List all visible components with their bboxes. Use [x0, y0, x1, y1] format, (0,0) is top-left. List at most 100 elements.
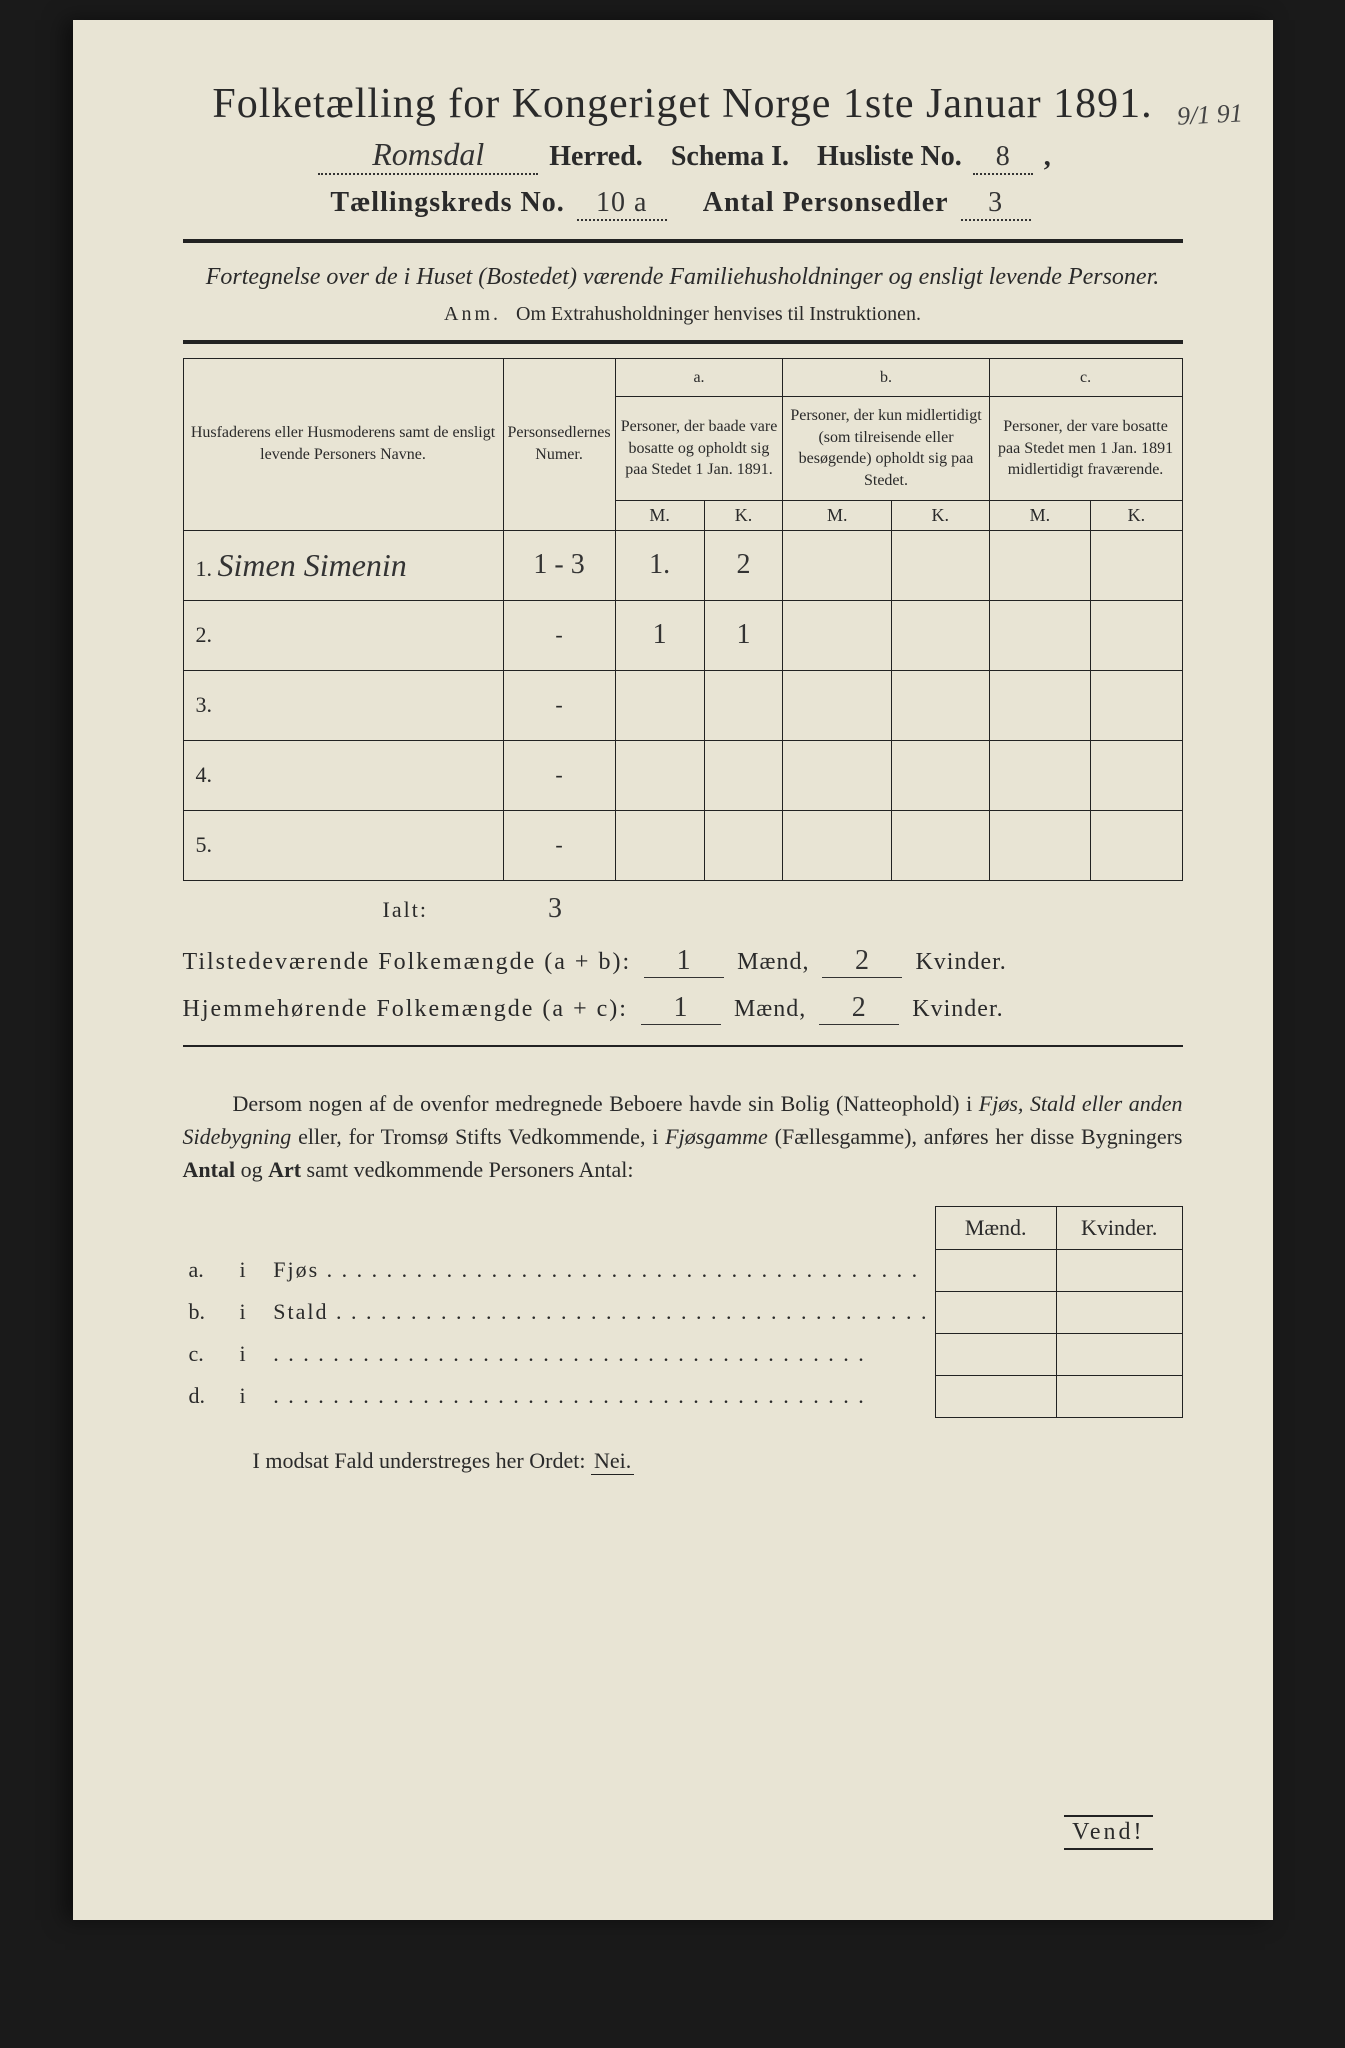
- summary-line-2: Hjemmehørende Folkemængde (a + c): 1 Mæn…: [183, 992, 1183, 1025]
- row-ak: 1: [704, 600, 783, 670]
- anm-label: Anm.: [444, 303, 501, 325]
- bt-k: [1056, 1375, 1182, 1417]
- ialt-label: Ialt:: [383, 897, 428, 922]
- building-row: a. i Fjøs . . . . . . . . . . . . . . . …: [183, 1249, 1183, 1291]
- col-b-text: Personer, der kun midlertidigt (som tilr…: [783, 397, 989, 500]
- schema-label: Schema I.: [671, 141, 789, 172]
- herred-label: Herred.: [549, 141, 643, 172]
- maend-label2: Mænd,: [734, 996, 806, 1022]
- footer-line: I modsat Fald understreges her Ordet: Ne…: [253, 1448, 1183, 1475]
- rule-3: [183, 1045, 1183, 1047]
- footer-nei: Nei.: [591, 1448, 634, 1475]
- bt-name: . . . . . . . . . . . . . . . . . . . . …: [267, 1375, 935, 1417]
- building-row: b. i Stald . . . . . . . . . . . . . . .…: [183, 1291, 1183, 1333]
- row-pnum: -: [503, 670, 615, 740]
- herred-value: Romsdal: [372, 136, 484, 172]
- row-ck: [1091, 810, 1182, 880]
- bt-lbl: c.: [183, 1333, 234, 1375]
- row-bk: [892, 600, 990, 670]
- row-cm: [989, 740, 1091, 810]
- header-line-3: Tællingskreds No. 10 a Antal Personsedle…: [183, 187, 1183, 221]
- row-ak: [704, 740, 783, 810]
- row-pnum: 1 - 3: [503, 530, 615, 600]
- row-ak: [704, 810, 783, 880]
- row-name: 5.: [183, 810, 503, 880]
- row-bk: [892, 740, 990, 810]
- table-row: 5. -: [183, 810, 1182, 880]
- table-row: 4. -: [183, 740, 1182, 810]
- row-am: 1: [615, 600, 704, 670]
- row-cm: [989, 810, 1091, 880]
- bt-lbl: b.: [183, 1291, 234, 1333]
- row-ck: [1091, 530, 1182, 600]
- header-line-2: Romsdal Herred. Schema I. Husliste No. 8…: [183, 136, 1183, 175]
- ialt-row: Ialt: 3: [383, 893, 1183, 925]
- bt-m: [935, 1333, 1056, 1375]
- table-row: 3. -: [183, 670, 1182, 740]
- col-b-m: M.: [783, 500, 892, 530]
- building-table: Mænd. Kvinder. a. i Fjøs . . . . . . . .…: [183, 1206, 1183, 1418]
- kreds-label: Tællingskreds No.: [330, 187, 564, 218]
- row-bk: [892, 810, 990, 880]
- summary2-m: 1: [673, 992, 688, 1023]
- row-pnum: -: [503, 600, 615, 670]
- col-c-hdr: c.: [989, 358, 1182, 397]
- row-name: 2.: [183, 600, 503, 670]
- row-am: [615, 670, 704, 740]
- bt-i: i: [234, 1375, 268, 1417]
- summary-line-1: Tilstedeværende Folkemængde (a + b): 1 M…: [183, 945, 1183, 978]
- ialt-value: 3: [548, 893, 564, 924]
- kvinder-label: Kvinder.: [915, 949, 1006, 975]
- col-a-hdr: a.: [615, 358, 783, 397]
- anm-line: Anm. Om Extrahusholdninger henvises til …: [183, 303, 1183, 326]
- subtitle: Fortegnelse over de i Huset (Bostedet) v…: [183, 261, 1183, 295]
- row-bm: [783, 670, 892, 740]
- summary2-k: 2: [852, 992, 867, 1023]
- bt-m: [935, 1249, 1056, 1291]
- bt-kvinder: Kvinder.: [1056, 1206, 1182, 1249]
- row-cm: [989, 670, 1091, 740]
- anm-text: Om Extrahusholdninger henvises til Instr…: [516, 303, 921, 325]
- col-a-text: Personer, der baade vare bosatte og opho…: [615, 397, 783, 500]
- summary1-k: 2: [855, 945, 870, 976]
- col-a-m: M.: [615, 500, 704, 530]
- row-ck: [1091, 740, 1182, 810]
- row-name: 4.: [183, 740, 503, 810]
- row-am: [615, 740, 704, 810]
- bt-name: Fjøs . . . . . . . . . . . . . . . . . .…: [267, 1249, 935, 1291]
- col-num-header: Personsedlernes Numer.: [503, 358, 615, 530]
- personsedler-label: Antal Personsedler: [703, 187, 949, 218]
- bt-lbl: a.: [183, 1249, 234, 1291]
- bt-m: [935, 1375, 1056, 1417]
- row-pnum: -: [503, 810, 615, 880]
- row-bm: [783, 810, 892, 880]
- row-cm: [989, 530, 1091, 600]
- main-table: Husfaderens eller Husmoderens samt de en…: [183, 358, 1183, 881]
- row-am: 1.: [615, 530, 704, 600]
- building-paragraph: Dersom nogen af de ovenfor medregnede Be…: [183, 1087, 1183, 1186]
- col-b-k: K.: [892, 500, 990, 530]
- building-row: c. i . . . . . . . . . . . . . . . . . .…: [183, 1333, 1183, 1375]
- bt-k: [1056, 1249, 1182, 1291]
- row-bm: [783, 530, 892, 600]
- row-bk: [892, 530, 990, 600]
- row-ck: [1091, 670, 1182, 740]
- row-ak: 2: [704, 530, 783, 600]
- bt-i: i: [234, 1333, 268, 1375]
- table-row: 2. - 1 1: [183, 600, 1182, 670]
- husliste-value: 8: [996, 141, 1010, 172]
- row-ak: [704, 670, 783, 740]
- row-bk: [892, 670, 990, 740]
- table-row: 1. Simen Simenin 1 - 3 1. 2: [183, 530, 1182, 600]
- row-bm: [783, 600, 892, 670]
- row-bm: [783, 740, 892, 810]
- bt-k: [1056, 1333, 1182, 1375]
- row-pnum: -: [503, 740, 615, 810]
- husliste-label: Husliste No.: [817, 141, 962, 172]
- personsedler-value: 3: [988, 187, 1003, 218]
- census-form-page: 9/1 91 Folketælling for Kongeriget Norge…: [73, 20, 1273, 1920]
- summary1-m: 1: [677, 945, 692, 976]
- kvinder-label2: Kvinder.: [912, 996, 1003, 1022]
- row-am: [615, 810, 704, 880]
- building-row: d. i . . . . . . . . . . . . . . . . . .…: [183, 1375, 1183, 1417]
